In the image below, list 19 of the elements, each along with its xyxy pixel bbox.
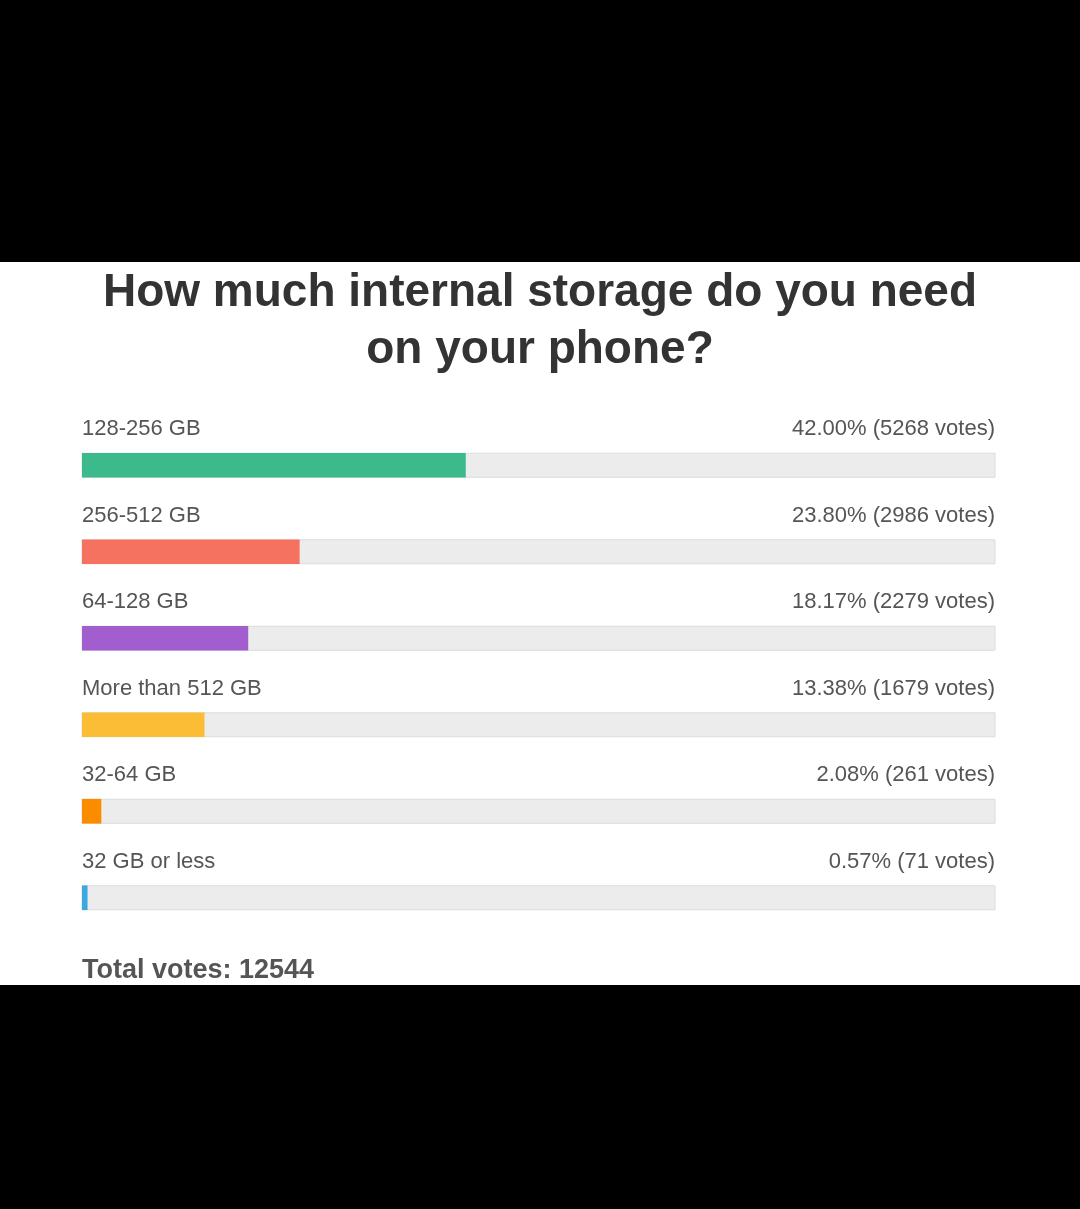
- bar: [82, 539, 300, 565]
- data-label: 13.38% (1679 votes): [791, 674, 995, 700]
- data-label: 0.57% (71 votes): [828, 847, 995, 873]
- bar: [82, 712, 205, 738]
- text: Total votes: 12544: [82, 954, 315, 985]
- y-tick-label: More than 512 GB: [82, 674, 262, 700]
- data-label: 42.00% (5268 votes): [791, 415, 995, 441]
- bar: [82, 798, 102, 824]
- y-tick-label: 32 GB or less: [82, 847, 216, 873]
- y-tick-label: 256-512 GB: [82, 501, 201, 527]
- y-tick-label: 32-64 GB: [82, 761, 177, 787]
- data-label: 18.17% (2279 votes): [791, 588, 995, 614]
- data-label: 2.08% (261 votes): [816, 761, 995, 787]
- y-tick-label: 64-128 GB: [82, 588, 189, 614]
- data-label: 23.80% (2986 votes): [791, 501, 995, 527]
- chart-title: How much internal storage do you need on your phone?: [101, 263, 979, 375]
- bar: [82, 625, 249, 651]
- y-tick-label: 128-256 GB: [82, 415, 201, 441]
- bar: [82, 885, 88, 911]
